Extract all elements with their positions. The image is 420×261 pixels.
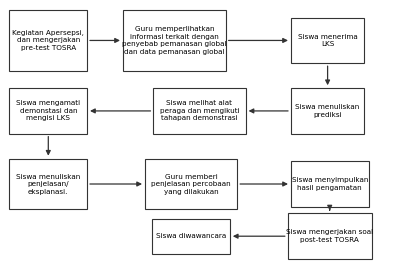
Text: Guru memberi
penjelasan percobaan
yang dilakukan: Guru memberi penjelasan percobaan yang d… — [151, 174, 231, 194]
Bar — [10, 88, 87, 134]
Bar — [291, 88, 365, 134]
Bar — [153, 88, 246, 134]
Text: Siswa mengerjakan soal
post-test TOSRA: Siswa mengerjakan soal post-test TOSRA — [286, 229, 373, 243]
Bar — [291, 18, 365, 63]
Text: Siswa mengamati
demonstasi dan
mengisi LKS: Siswa mengamati demonstasi dan mengisi L… — [16, 100, 80, 121]
Text: Guru memperlihatkan
informasi terkait dengan
penyebab pemanasan global
dan data : Guru memperlihatkan informasi terkait de… — [122, 26, 226, 55]
Text: Siswa menerima
LKS: Siswa menerima LKS — [298, 34, 357, 47]
Text: Siswa menuliskan
penjelasan/
eksplanasi.: Siswa menuliskan penjelasan/ eksplanasi. — [16, 174, 80, 194]
Bar — [291, 161, 369, 207]
Text: Siswa menuliskan
prediksi: Siswa menuliskan prediksi — [296, 104, 360, 118]
Bar — [145, 159, 237, 209]
Bar — [123, 10, 226, 71]
Bar — [10, 10, 87, 71]
Bar — [10, 159, 87, 209]
Text: Siswa diwawancara: Siswa diwawancara — [156, 233, 226, 239]
Bar — [288, 213, 372, 259]
Text: Kegiatan Apersepsi,
dan mengerjakan
pre-test TOSRA: Kegiatan Apersepsi, dan mengerjakan pre-… — [12, 30, 84, 51]
Text: Siswa melihat alat
peraga dan mengikuti
tahapan demonstrasi: Siswa melihat alat peraga dan mengikuti … — [160, 100, 239, 121]
Bar — [152, 219, 230, 254]
Text: Siswa menyimpulkan
hasil pengamatan: Siswa menyimpulkan hasil pengamatan — [291, 177, 368, 191]
